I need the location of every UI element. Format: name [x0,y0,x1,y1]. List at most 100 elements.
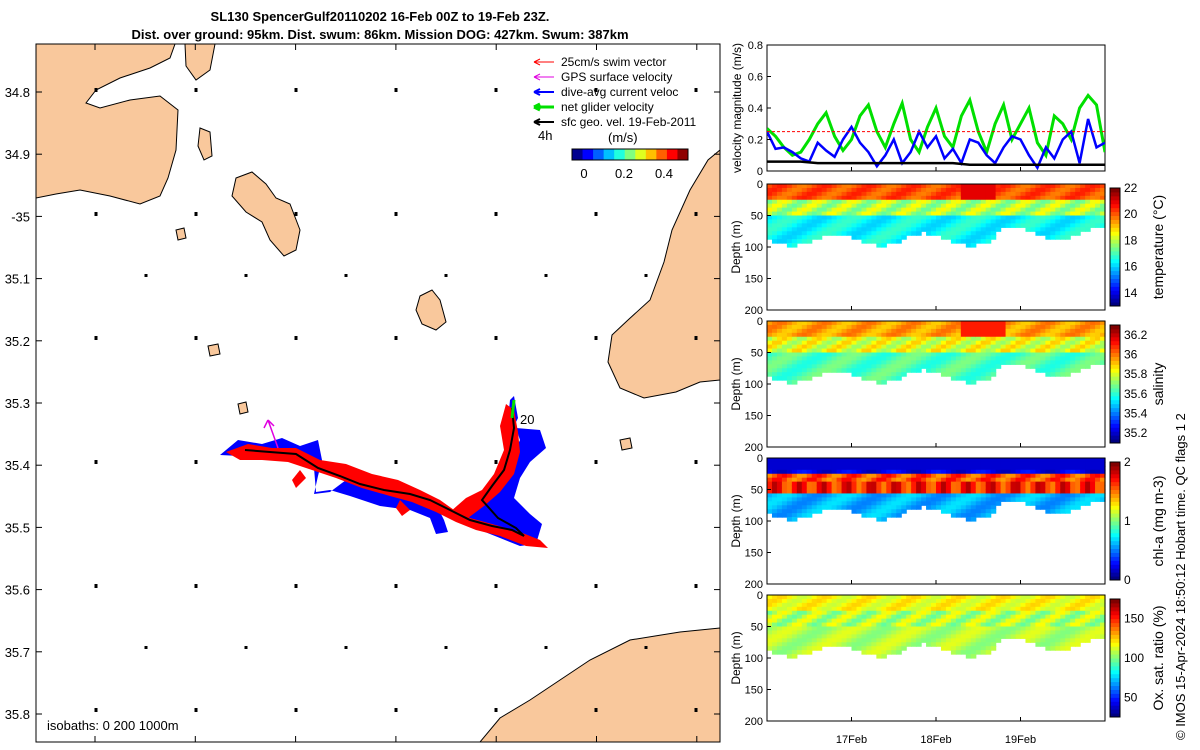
heatmap-cell [990,642,997,647]
heatmap-cell [886,646,892,651]
heatmap-cell [1070,199,1076,205]
legend-arrowhead [533,102,541,112]
heatmap-cell [1030,610,1037,616]
heatmap-cell [985,184,992,189]
heatmap-cell [826,227,833,232]
colorbar-cell [572,149,584,160]
heatmap-cell [1025,501,1032,506]
heatmap-cell [970,336,977,342]
heatmap-cell [911,477,917,483]
heatmap-cell [896,481,902,487]
heatmap-cell [786,626,793,632]
heatmap-cell [771,473,778,479]
heatmap-cell [926,497,932,502]
heatmap-cell [821,465,828,471]
colorbar-segment [1110,431,1120,436]
heatmap-cell [1020,328,1027,334]
heatmap-cell [806,227,813,232]
heatmap-cell [965,501,972,506]
heatmap-cell [1090,622,1096,628]
heatmap-cell [1035,215,1041,221]
heatmap-cell [945,344,952,350]
heatmap-cell [1070,618,1076,624]
heatmap-cell [936,469,942,475]
heatmap-cell [896,493,902,498]
heatmap-cell [781,465,788,471]
heatmap-cell [811,622,818,628]
heatmap-cell [866,477,872,483]
heatmap-cell [1045,505,1051,510]
heatmap-cell [926,223,932,228]
heatmap-cell [871,332,877,338]
heatmap-cell [970,344,977,350]
heatmap-cell [906,497,912,502]
legend-label: sfc geo. vel. 19-Feb-2011 [561,115,697,129]
heatmap-cell [776,622,783,628]
heatmap-cell [806,195,813,201]
heatmap-cell [781,352,788,358]
heatmap-cell [926,622,932,628]
heatmap-cell [1055,184,1061,189]
heatmap-cell [806,630,813,635]
heatmap-cell [955,211,962,217]
heatmap-cell [950,485,957,491]
heatmap-cell [1045,610,1051,616]
heatmap-cell [767,473,773,479]
heatmap-cell [786,618,793,624]
heatmap-cell [980,227,987,232]
heatmap-cell [796,239,803,244]
heatmap-cell [767,602,773,608]
time-axis: 17Feb 18Feb 19Feb [836,167,1036,746]
heatmap-cell [1000,191,1007,197]
heatmap-cell [881,223,887,228]
heatmap-cell [856,328,863,334]
heatmap-cell [985,187,992,193]
heatmap-cell [791,634,798,639]
heatmap-cell [906,227,912,232]
heatmap-cell [836,203,843,209]
heatmap-cell [891,332,897,338]
heatmap-cell [926,336,932,342]
heatmap-cell [781,324,788,330]
heatmap-cell [1100,344,1106,350]
heatmap-cell [856,509,863,514]
heatmap-cell [871,630,877,635]
heatmap-cell [1095,489,1101,495]
heatmap-cell [970,231,977,236]
heatmap-cell [985,481,992,487]
heatmap-cell [1065,207,1071,213]
heatmap-cell [886,595,892,600]
heatmap-cell [901,344,907,350]
heatmap-cell [826,626,833,632]
heatmap-cell [985,465,992,471]
heatmap-cell [1030,215,1037,221]
heatmap-cell [891,595,897,600]
heatmap-cell [965,368,972,373]
colorbar-tick-label: 35.6 [1124,387,1148,401]
heatmap-cell [1075,184,1081,189]
heatmap-cell [871,207,877,213]
heatmap-cell [926,364,932,369]
heatmap-cell [856,610,863,616]
heatmap-cell [771,469,778,475]
heatmap-cell [1005,324,1012,330]
heatmap-cell [856,602,863,608]
time-tick-label: 18Feb [920,734,951,746]
heatmap-cell [1075,598,1081,604]
heatmap-cell [776,336,783,342]
heatmap-cell [846,638,853,643]
heatmap-cell [786,352,793,358]
heatmap-cell [1065,219,1071,224]
heatmap-cell [1045,364,1051,369]
heatmap-cell [767,352,773,358]
heatmap-cell [791,465,798,471]
colorbar-segment [1110,552,1120,557]
colorbar-segment [1110,618,1120,624]
heatmap-cell [786,376,793,381]
heatmap-cell [871,650,877,655]
heatmap-cell [926,203,932,209]
heatmap-cell [1055,203,1061,209]
heatmap-cell [950,638,957,643]
heatmap-cell [936,493,942,498]
heatmap-cell [1085,344,1091,350]
